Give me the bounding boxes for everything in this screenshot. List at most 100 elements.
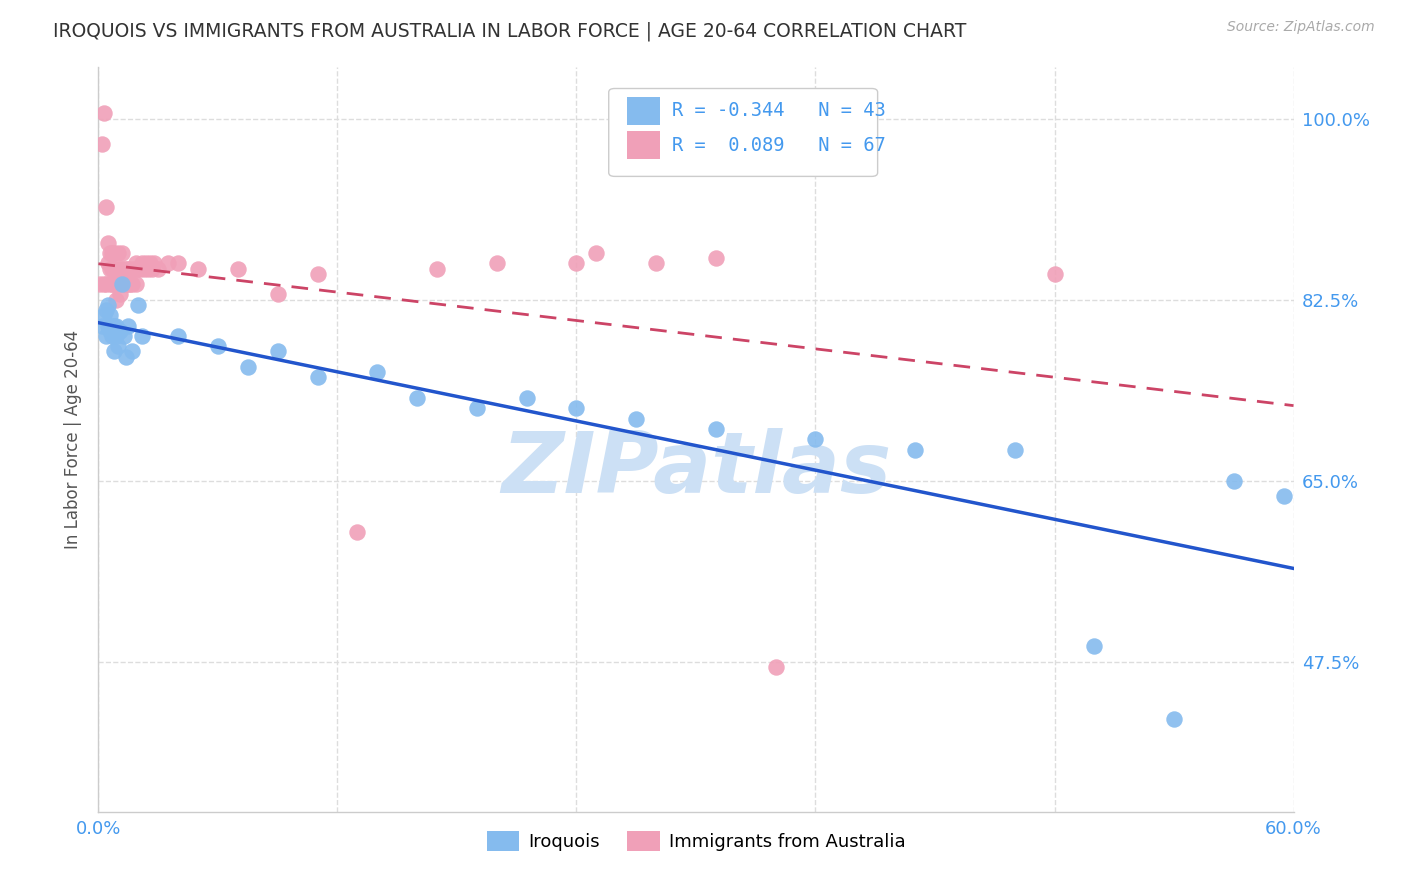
Point (101, 329, 124, 343)
Point (97, 235, 120, 250)
Point (91, 137, 114, 152)
Point (105, 277, 128, 292)
Point (585, 246, 607, 260)
Point (141, 261, 163, 276)
Point (117, 261, 139, 276)
Point (98, 246, 122, 260)
Point (406, 391, 429, 405)
Point (267, 287, 290, 301)
Point (91, 318, 114, 333)
Point (101, 246, 124, 260)
Point (105, 261, 128, 276)
Point (134, 261, 156, 276)
Point (110, 287, 132, 301)
Point (187, 261, 209, 276)
Point (307, 370, 329, 384)
Point (93, 277, 115, 292)
Point (704, 252, 727, 266)
Point (1083, 639, 1105, 653)
FancyBboxPatch shape (609, 88, 877, 177)
Point (101, 318, 124, 333)
Point (117, 318, 139, 333)
Point (96, 329, 118, 343)
Point (111, 246, 134, 260)
Point (112, 329, 135, 343)
Point (105, 293, 128, 307)
Text: R = -0.344   N = 43: R = -0.344 N = 43 (672, 102, 886, 120)
Point (127, 261, 149, 276)
Point (93, 106, 115, 120)
Point (307, 267, 329, 281)
Y-axis label: In Labor Force | Age 20-64: In Labor Force | Age 20-64 (63, 330, 82, 549)
Point (110, 261, 132, 276)
Point (121, 277, 143, 292)
Point (103, 344, 125, 359)
Point (267, 344, 290, 359)
Point (111, 261, 134, 276)
Point (107, 324, 129, 338)
Point (626, 411, 648, 425)
Point (565, 401, 588, 416)
Point (101, 277, 124, 292)
Point (96, 200, 118, 214)
Point (645, 256, 668, 270)
Point (157, 256, 180, 270)
Point (98, 261, 122, 276)
FancyBboxPatch shape (627, 96, 661, 125)
Point (101, 261, 124, 276)
Point (904, 442, 927, 457)
Point (107, 261, 129, 276)
Point (366, 365, 388, 379)
Point (125, 277, 148, 292)
Point (107, 277, 129, 292)
Point (98, 277, 122, 292)
Point (124, 261, 146, 276)
Point (115, 261, 138, 276)
Point (1043, 267, 1066, 281)
Point (465, 401, 488, 416)
Point (704, 422, 727, 436)
Point (97, 298, 120, 312)
Point (120, 277, 142, 292)
FancyBboxPatch shape (627, 131, 661, 160)
Point (111, 277, 134, 292)
Point (148, 261, 170, 276)
Point (226, 261, 249, 276)
Point (121, 344, 143, 359)
Point (804, 433, 827, 447)
Point (117, 277, 139, 292)
Point (143, 256, 166, 270)
Point (107, 246, 129, 260)
Point (98, 308, 122, 322)
Point (765, 660, 787, 674)
Point (96, 277, 118, 292)
Point (125, 256, 148, 270)
Point (129, 261, 152, 276)
Point (105, 318, 128, 333)
Point (1223, 474, 1246, 488)
Point (115, 350, 138, 364)
Point (107, 339, 129, 353)
Point (485, 256, 508, 270)
Point (1163, 712, 1185, 726)
Point (89, 277, 111, 292)
Point (207, 339, 229, 353)
Point (110, 324, 132, 338)
Point (131, 329, 153, 343)
Point (97, 318, 120, 333)
Legend: Iroquois, Immigrants from Australia: Iroquois, Immigrants from Australia (479, 824, 912, 859)
Point (93, 308, 115, 322)
Point (167, 256, 190, 270)
Text: IROQUOIS VS IMMIGRANTS FROM AUSTRALIA IN LABOR FORCE | AGE 20-64 CORRELATION CHA: IROQUOIS VS IMMIGRANTS FROM AUSTRALIA IN… (53, 21, 967, 41)
Point (103, 246, 125, 260)
Point (131, 256, 153, 270)
Point (103, 261, 125, 276)
Point (112, 277, 135, 292)
Point (111, 277, 134, 292)
Point (139, 256, 162, 270)
Point (127, 298, 149, 312)
Point (516, 391, 538, 405)
Point (98, 324, 122, 338)
Point (135, 256, 157, 270)
Point (96, 303, 118, 318)
